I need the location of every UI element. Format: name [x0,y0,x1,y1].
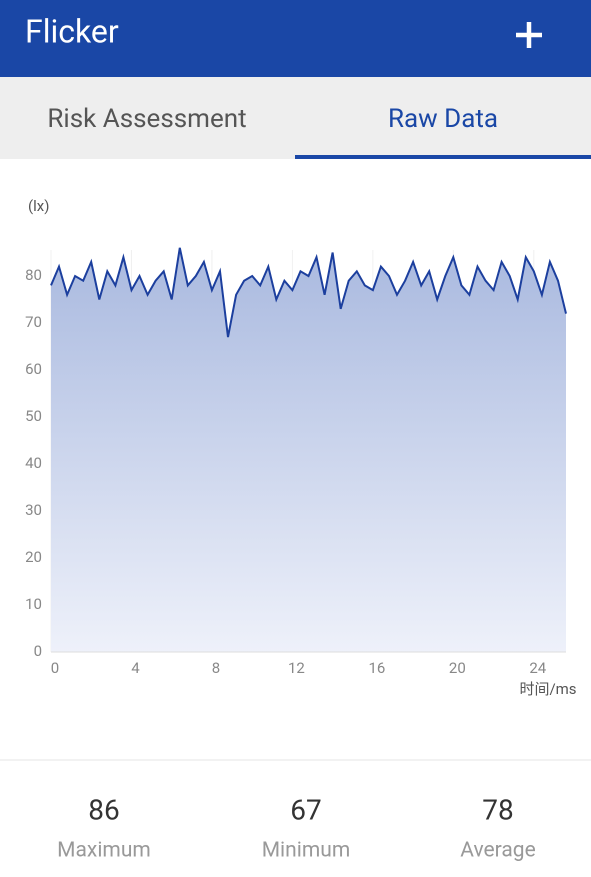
stat-label: Maximum [57,839,151,863]
tab[interactable]: Risk Assessment [47,104,246,134]
y-tick-label: 20 [25,548,42,566]
y-tick-label: 0 [34,642,42,660]
area [51,247,566,653]
tab-bar [0,77,591,159]
x-axis-label: 时间/ms [519,680,576,698]
line [50,247,567,338]
x-tick-label: 0 [51,659,59,677]
x-tick-label: 16 [368,659,385,677]
x-tick-label: 12 [288,659,305,677]
y-tick-label: 80 [25,266,42,284]
y-tick-label: 40 [25,454,42,472]
app-bar [0,0,591,77]
tab-indicator [295,155,591,159]
y-tick-label: 60 [25,360,42,378]
y-tick-label: 30 [25,501,42,519]
add-button[interactable] [516,22,542,48]
stat-value: 86 [88,793,119,826]
y-tick-label: 50 [25,407,42,425]
x-tick-label: 8 [212,659,220,677]
stat-label: Average [460,839,535,863]
stat-value: 78 [482,793,513,826]
stat-value: 67 [290,793,321,826]
x-tick-label: 20 [449,659,466,677]
y-axis-label: (lx) [28,197,49,215]
y-tick-label: 70 [25,313,42,331]
x-tick-label: 24 [529,659,546,677]
x-tick-label: 4 [131,659,140,677]
app-title: Flicker [25,12,119,50]
stat-label: Minimum [262,839,351,863]
tab-active[interactable]: Raw Data [388,104,498,134]
y-tick-label: 10 [25,595,42,613]
